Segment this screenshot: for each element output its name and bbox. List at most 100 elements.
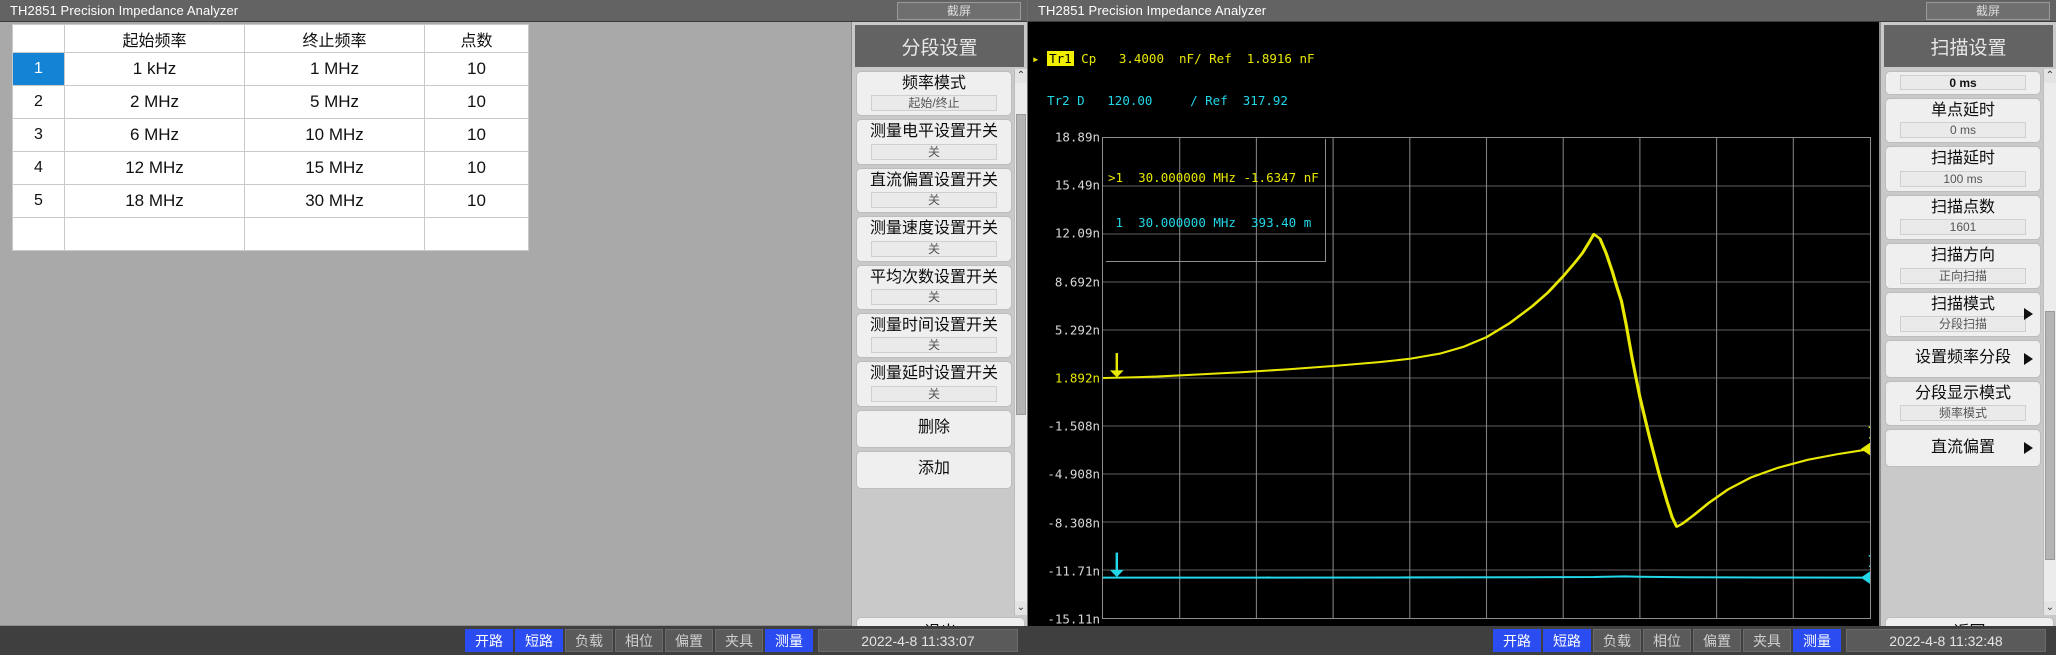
table-row[interactable]: 5 18 MHz 30 MHz 10 bbox=[12, 184, 529, 218]
trace-1-ref-label: Ref bbox=[1209, 51, 1232, 66]
left-status-button-5[interactable]: 夹具 bbox=[715, 629, 763, 652]
left-menu-scrollbar[interactable]: ⌃ ⌄ bbox=[1014, 69, 1027, 615]
right-titlebar: TH2851 Precision Impedance Analyzer 截屏 bbox=[1028, 0, 2056, 22]
marker-2-freq: 30.000000 MHz bbox=[1138, 215, 1236, 230]
left-titlebar: TH2851 Precision Impedance Analyzer 截屏 bbox=[0, 0, 1027, 22]
cell-idx[interactable]: 3 bbox=[12, 118, 65, 152]
cell-stop[interactable]: 1 MHz bbox=[244, 52, 425, 86]
left-menu-item-3[interactable]: 测量速度设置开关关 bbox=[856, 216, 1012, 262]
chevron-right-icon bbox=[2024, 442, 2033, 455]
cell-start[interactable]: 1 kHz bbox=[64, 52, 245, 86]
cell-idx[interactable]: 4 bbox=[12, 151, 65, 185]
right-menu-item-7-label: 直流偏置 bbox=[1930, 438, 1995, 456]
trace-1-name[interactable]: Tr1 bbox=[1047, 51, 1074, 66]
scroll-down-icon[interactable]: ⌄ bbox=[1016, 602, 1026, 613]
cell-points[interactable]: 10 bbox=[424, 151, 529, 185]
trace-select-arrow-icon: ▸ bbox=[1032, 51, 1040, 66]
left-menu-item-7[interactable]: 删除 bbox=[856, 409, 1012, 448]
marker-1-freq: 30.000000 MHz bbox=[1138, 170, 1236, 185]
left-menu-item-5[interactable]: 测量时间设置开关关 bbox=[856, 312, 1012, 359]
right-menu-item-6[interactable]: 分段显示模式 频率模式 bbox=[1885, 380, 2041, 427]
left-menu-item-6[interactable]: 测量延时设置开关关 bbox=[856, 361, 1012, 407]
cell-start[interactable]: 18 MHz bbox=[64, 184, 245, 218]
left-menu-item-8[interactable]: 添加 bbox=[856, 450, 1012, 489]
trace-2-name[interactable]: Tr2 bbox=[1047, 93, 1070, 108]
left-menu-item-1[interactable]: 测量电平设置开关关 bbox=[856, 119, 1012, 165]
right-menu-panel: 扫描设置 0 ms 单点延时 0 ms 扫描延时 100 ms 扫描点数 1601 扫描方向正… bbox=[1880, 22, 2056, 655]
cell-points[interactable]: 10 bbox=[424, 85, 529, 119]
trace-2-ref-label: Ref bbox=[1205, 93, 1228, 108]
scroll-up-icon[interactable]: ⌃ bbox=[2045, 70, 2055, 81]
right-menu-item-2[interactable]: 扫描点数 1601 bbox=[1885, 194, 2041, 241]
left-status-button-3[interactable]: 相位 bbox=[615, 629, 663, 652]
scroll-down-icon[interactable]: ⌄ bbox=[2045, 602, 2055, 613]
plot-canvas[interactable]: 11 bbox=[1102, 137, 1871, 619]
cell-start[interactable]: 2 MHz bbox=[64, 85, 245, 119]
right-status-button-6[interactable]: 测量 bbox=[1793, 629, 1841, 652]
scroll-up-icon[interactable]: ⌃ bbox=[1016, 70, 1026, 81]
cell-points[interactable] bbox=[424, 217, 529, 251]
right-menu-item-partial[interactable]: 0 ms bbox=[1885, 71, 2041, 95]
cell-start[interactable]: 6 MHz bbox=[64, 118, 245, 152]
left-menu-item-0[interactable]: 频率模式 起始/终止 bbox=[856, 71, 1012, 117]
trace-row-1[interactable]: ▸ Tr1 Cp 3.4000 nF/ Ref 1.8916 nF bbox=[1032, 51, 1879, 66]
right-menu-scrollbar[interactable]: ⌃ ⌄ bbox=[2043, 69, 2056, 615]
right-status-time: 2022-4-8 11:32:48 bbox=[1846, 629, 2046, 652]
right-menu-item-5[interactable]: 设置频率分段 bbox=[1885, 339, 2041, 378]
cell-stop[interactable]: 30 MHz bbox=[244, 184, 425, 218]
table-row[interactable] bbox=[12, 217, 529, 251]
right-status-button-2[interactable]: 负载 bbox=[1593, 629, 1641, 652]
cell-stop[interactable] bbox=[244, 217, 425, 251]
left-menu-item-4[interactable]: 平均次数设置开关关 bbox=[856, 264, 1012, 310]
scroll-track[interactable] bbox=[1015, 83, 1027, 601]
right-status-button-0[interactable]: 开路 bbox=[1493, 629, 1541, 652]
right-statusbar: 开路 短路 负载 相位 偏置 夹具 测量 2022-4-8 11:32:48 bbox=[1028, 626, 2056, 655]
trace-2-scale: 120.00 bbox=[1107, 93, 1153, 108]
scroll-track[interactable] bbox=[2044, 83, 2056, 601]
left-capture-button[interactable]: 截屏 bbox=[897, 1, 1021, 20]
right-status-button-4[interactable]: 偏置 bbox=[1693, 629, 1741, 652]
trace-row-2[interactable]: Tr2 D 120.00 / Ref 317.92 bbox=[1032, 94, 1879, 108]
graph-area[interactable]: ▸ Tr1 Cp 3.4000 nF/ Ref 1.8916 nF Tr2 D … bbox=[1028, 22, 1880, 655]
right-status-button-3[interactable]: 相位 bbox=[1643, 629, 1691, 652]
right-menu-item-3[interactable]: 扫描方向 正向扫描 bbox=[1885, 243, 2041, 289]
cell-stop[interactable]: 5 MHz bbox=[244, 85, 425, 119]
plot-wrapper[interactable]: 18.89n 15.49n 12.09n 8.692n 5.292n 1.892n -1.5… bbox=[1028, 130, 1879, 637]
table-empty-space bbox=[0, 251, 851, 625]
right-capture-button[interactable]: 截屏 bbox=[1926, 1, 2050, 20]
scroll-thumb[interactable] bbox=[2045, 310, 2055, 560]
left-status-button-4[interactable]: 偏置 bbox=[665, 629, 713, 652]
left-status-button-1[interactable]: 短路 bbox=[515, 629, 563, 652]
cell-stop[interactable]: 15 MHz bbox=[244, 151, 425, 185]
cell-points[interactable]: 10 bbox=[424, 184, 529, 218]
th-start: 起始频率 bbox=[64, 24, 245, 53]
cell-idx[interactable]: 2 bbox=[12, 85, 65, 119]
right-menu-item-4[interactable]: 扫描模式 分段扫描 bbox=[1885, 291, 2041, 337]
right-menu-item-0[interactable]: 单点延时 0 ms bbox=[1885, 98, 2041, 144]
cell-start[interactable]: 12 MHz bbox=[64, 151, 245, 185]
scroll-thumb[interactable] bbox=[1016, 114, 1026, 415]
left-menu-item-7-label: 删除 bbox=[917, 419, 950, 437]
cell-points[interactable]: 10 bbox=[424, 52, 529, 86]
left-menu-item-2[interactable]: 直流偏置设置开关关 bbox=[856, 167, 1012, 214]
cell-idx[interactable]: 5 bbox=[12, 184, 65, 218]
right-menu-item-7[interactable]: 直流偏置 bbox=[1885, 429, 2041, 468]
cell-idx[interactable] bbox=[12, 217, 65, 251]
cell-stop[interactable]: 10 MHz bbox=[244, 118, 425, 152]
right-menu-item-1[interactable]: 扫描延时 100 ms bbox=[1885, 146, 2041, 192]
left-menu-item-2-label: 直流偏置设置开关 bbox=[869, 171, 998, 189]
table-row[interactable]: 4 12 MHz 15 MHz 10 bbox=[12, 151, 529, 185]
left-status-button-0[interactable]: 开路 bbox=[465, 629, 513, 652]
cell-idx[interactable]: 1 bbox=[12, 52, 65, 86]
left-status-button-6[interactable]: 测量 bbox=[765, 629, 813, 652]
right-status-button-5[interactable]: 夹具 bbox=[1743, 629, 1791, 652]
cell-points[interactable]: 10 bbox=[424, 118, 529, 152]
right-status-button-1[interactable]: 短路 bbox=[1543, 629, 1591, 652]
cell-start[interactable] bbox=[64, 217, 245, 251]
left-status-button-2[interactable]: 负载 bbox=[565, 629, 613, 652]
left-menu-item-6-value: 关 bbox=[871, 385, 997, 402]
